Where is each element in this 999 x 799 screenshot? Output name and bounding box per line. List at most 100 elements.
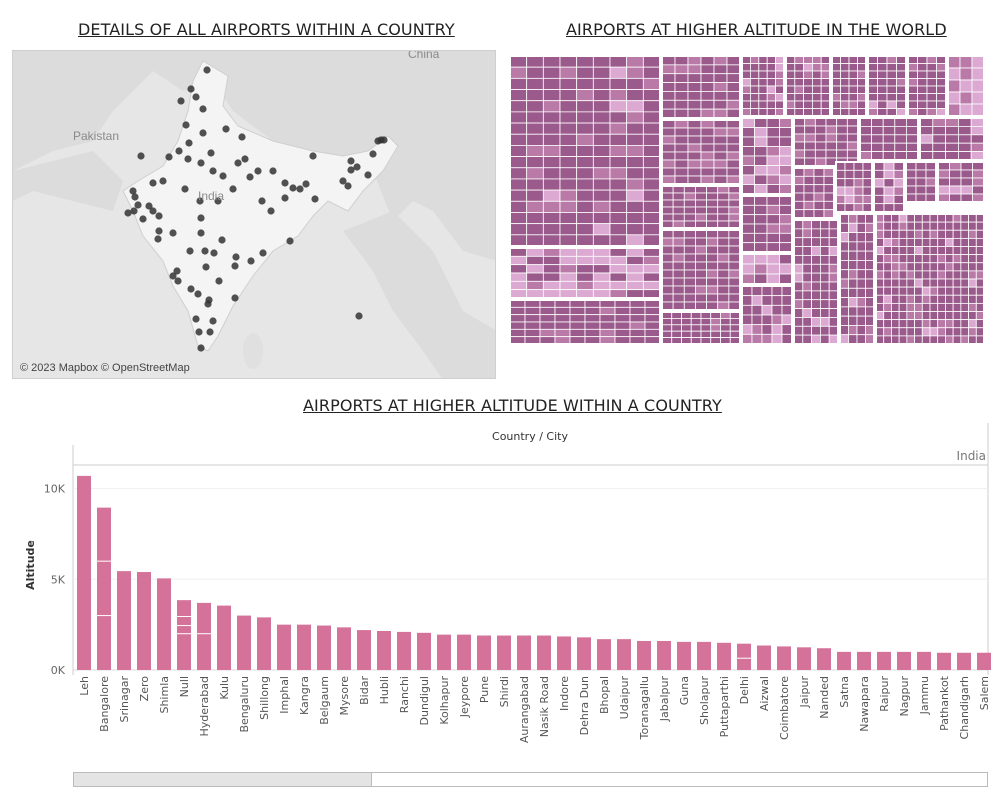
treemap-cell[interactable] (690, 330, 702, 339)
treemap-cell[interactable] (526, 264, 544, 274)
treemap-cell[interactable] (526, 289, 544, 299)
treemap-cell[interactable] (793, 141, 806, 151)
treemap-cell[interactable] (828, 281, 839, 292)
treemap-cell[interactable] (559, 189, 578, 202)
treemap-cell[interactable] (766, 108, 777, 117)
airport-dot[interactable] (197, 229, 205, 237)
treemap-cell[interactable] (839, 287, 849, 298)
treemap-cell[interactable] (820, 108, 831, 117)
treemap-cell[interactable] (671, 317, 682, 326)
treemap-cell[interactable] (713, 73, 728, 83)
treemap-cell[interactable] (614, 314, 631, 323)
treemap-cell[interactable] (819, 228, 830, 239)
treemap-cell[interactable] (576, 122, 594, 135)
treemap-cell[interactable] (804, 133, 816, 143)
treemap-cell[interactable] (814, 157, 827, 167)
treemap-cell[interactable] (717, 269, 730, 279)
treemap-cell[interactable] (728, 253, 741, 263)
bar[interactable] (917, 651, 931, 670)
treemap-cell[interactable] (823, 192, 835, 202)
treemap-cell[interactable] (713, 175, 728, 185)
treemap-cell[interactable] (937, 177, 950, 187)
treemap-cell[interactable] (683, 192, 696, 201)
treemap-cell[interactable] (661, 135, 676, 145)
treemap-cell[interactable] (945, 262, 954, 272)
treemap-cell[interactable] (524, 328, 541, 338)
treemap-cell[interactable] (820, 78, 831, 87)
treemap-cell[interactable] (510, 145, 528, 157)
airport-dot[interactable] (137, 152, 145, 160)
treemap-cell[interactable] (720, 324, 731, 332)
treemap-cell[interactable] (875, 319, 885, 329)
treemap-cell[interactable] (749, 56, 760, 64)
treemap-cell[interactable] (741, 333, 753, 344)
treemap-cell[interactable] (856, 241, 866, 252)
treemap-cell[interactable] (875, 278, 885, 288)
treemap-cell[interactable] (802, 219, 812, 230)
treemap-cell[interactable] (877, 70, 888, 79)
treemap-cell[interactable] (802, 290, 812, 301)
treemap-cell[interactable] (576, 145, 594, 157)
treemap-cell[interactable] (975, 278, 984, 288)
treemap-cell[interactable] (559, 77, 578, 90)
airport-dot[interactable] (238, 133, 246, 141)
bar[interactable] (657, 640, 671, 670)
treemap-cell[interactable] (542, 200, 561, 213)
bar[interactable] (197, 602, 211, 670)
treemap-cell[interactable] (559, 156, 578, 169)
treemap-cell[interactable] (952, 286, 962, 296)
bar[interactable] (697, 641, 711, 670)
treemap-cell[interactable] (626, 189, 644, 202)
treemap-cell[interactable] (510, 321, 526, 330)
treemap-cell[interactable] (576, 178, 594, 191)
airport-dot[interactable] (184, 155, 192, 163)
treemap-cell[interactable] (802, 325, 812, 336)
treemap-cell[interactable] (717, 229, 730, 239)
treemap-cell[interactable] (921, 319, 931, 329)
treemap-cell[interactable] (661, 317, 673, 326)
treemap-cell[interactable] (626, 111, 644, 124)
airport-dot[interactable] (154, 235, 162, 243)
treemap-cell[interactable] (914, 319, 923, 329)
treemap-cell[interactable] (687, 143, 702, 153)
treemap-cell[interactable] (576, 111, 594, 124)
treemap-cell[interactable] (896, 56, 907, 64)
treemap-cell[interactable] (754, 117, 768, 128)
airport-dot[interactable] (347, 166, 355, 174)
treemap-cell[interactable] (968, 262, 977, 272)
treemap-cell[interactable] (661, 206, 674, 215)
treemap-cell[interactable] (975, 237, 984, 247)
treemap-cell[interactable] (971, 103, 984, 117)
treemap-cell[interactable] (539, 321, 556, 330)
treemap-cell[interactable] (706, 192, 719, 201)
treemap-cell[interactable] (848, 213, 858, 224)
treemap-cell[interactable] (626, 289, 644, 299)
treemap-cell[interactable] (754, 155, 768, 166)
treemap-cell[interactable] (539, 336, 556, 344)
treemap-cell[interactable] (794, 93, 804, 102)
treemap-cell[interactable] (661, 119, 676, 129)
airport-dot[interactable] (202, 263, 210, 271)
airport-dot[interactable] (344, 182, 352, 190)
treemap-cell[interactable] (771, 304, 783, 316)
treemap-cell[interactable] (907, 70, 918, 79)
treemap-cell[interactable] (741, 242, 755, 253)
treemap-cell[interactable] (848, 315, 858, 326)
treemap-cell[interactable] (898, 327, 908, 337)
treemap-cell[interactable] (972, 193, 985, 203)
treemap-cell[interactable] (741, 63, 751, 72)
treemap-cell[interactable] (970, 134, 984, 144)
treemap-cell[interactable] (952, 335, 962, 344)
treemap-cell[interactable] (700, 108, 715, 119)
airport-dot[interactable] (374, 137, 382, 145)
airport-dot[interactable] (175, 147, 183, 155)
treemap-cell[interactable] (862, 161, 873, 171)
treemap-cell[interactable] (856, 278, 866, 289)
airport-dot[interactable] (185, 139, 193, 147)
bars[interactable] (77, 475, 991, 670)
airport-dot[interactable] (169, 229, 177, 237)
treemap-cell[interactable] (853, 178, 864, 188)
treemap-cell[interactable] (576, 280, 594, 291)
treemap-cell[interactable] (526, 280, 544, 291)
treemap-cell[interactable] (559, 167, 578, 180)
